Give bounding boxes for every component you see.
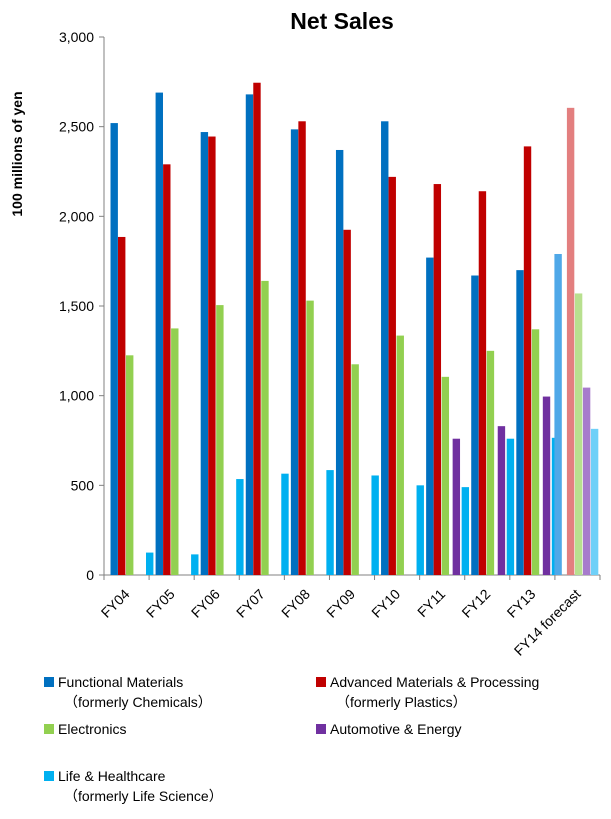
legend-swatch <box>316 677 326 687</box>
bar <box>253 82 261 575</box>
legend-label: （formerly Chemicals） <box>64 694 212 710</box>
bar <box>126 355 134 575</box>
y-tick-label: 0 <box>86 567 94 583</box>
chart-title: Net Sales <box>290 8 394 34</box>
legend-label: Electronics <box>58 721 126 737</box>
bar <box>298 121 306 575</box>
x-tick-label: FY10 <box>368 586 403 621</box>
bar <box>335 149 344 576</box>
legend-swatch <box>316 724 326 734</box>
bar <box>590 428 599 575</box>
y-tick-label: 3,000 <box>59 29 94 45</box>
bar <box>388 176 396 575</box>
bar <box>396 335 404 575</box>
bar <box>566 107 575 575</box>
x-tick-label: FY08 <box>278 586 313 621</box>
legend-swatch <box>44 677 54 687</box>
bar <box>245 94 254 576</box>
bar <box>497 426 506 575</box>
bar <box>110 123 118 575</box>
x-tick-label: FY12 <box>458 586 493 621</box>
y-tick-label: 2,500 <box>59 119 94 135</box>
bar <box>426 257 434 575</box>
y-tick-label: 1,500 <box>59 298 94 314</box>
legend-swatch <box>44 771 54 781</box>
bar <box>146 552 154 575</box>
bar <box>290 129 299 575</box>
bar <box>486 350 495 575</box>
bar <box>582 387 591 575</box>
bar <box>523 146 532 576</box>
legend-label: （formerly Plastics） <box>336 694 467 710</box>
x-tick-label: FY05 <box>143 586 178 621</box>
y-tick-label: 2,000 <box>59 208 94 224</box>
bar <box>452 438 461 575</box>
x-tick-label: FY13 <box>504 586 539 621</box>
bar <box>163 164 171 575</box>
legend-label: Life & Healthcare <box>58 768 166 784</box>
x-tick-label: FY06 <box>188 586 223 621</box>
y-tick-label: 500 <box>71 477 95 493</box>
legend-label: （formerly Life Science） <box>64 788 223 804</box>
bar <box>542 396 551 575</box>
x-tick-label: FY07 <box>233 586 268 621</box>
bar <box>433 184 442 575</box>
bar <box>326 470 334 575</box>
bar <box>554 253 562 575</box>
x-tick-label: FY04 <box>98 586 133 621</box>
bar <box>208 136 216 575</box>
bar <box>261 280 269 575</box>
bar <box>574 293 583 575</box>
bar <box>531 329 540 575</box>
bar <box>506 438 515 575</box>
x-tick-label: FY11 <box>414 586 448 620</box>
bar <box>381 121 389 575</box>
bar <box>191 554 199 575</box>
legend-label: Automotive & Energy <box>330 721 462 737</box>
bar <box>416 485 424 575</box>
bar <box>461 487 470 575</box>
bar <box>118 236 126 575</box>
legend-label: Advanced Materials & Processing <box>330 674 539 690</box>
legend: Functional Materials （formerly Chemicals）… <box>44 674 539 804</box>
y-tick-label: 1,000 <box>59 388 94 404</box>
bar <box>343 229 351 576</box>
bar <box>155 92 163 576</box>
bar <box>478 191 487 575</box>
bar <box>306 300 314 575</box>
y-axis-label: 100 millions of yen <box>9 91 25 216</box>
plot-area: 0 500 1,000 1,500 2,000 2,500 3,000 FY04 FY05 FY0… <box>59 29 601 659</box>
legend-swatch <box>44 724 54 734</box>
bar <box>216 305 224 575</box>
bar <box>471 275 479 575</box>
bar <box>371 475 379 575</box>
bar <box>441 376 450 575</box>
bar <box>236 479 244 575</box>
bar <box>281 473 289 575</box>
bar <box>516 270 524 575</box>
bar <box>351 364 359 575</box>
x-tick-label: FY09 <box>323 586 358 621</box>
bar <box>200 132 209 575</box>
legend-label: Functional Materials <box>58 674 183 690</box>
bar <box>171 328 179 575</box>
